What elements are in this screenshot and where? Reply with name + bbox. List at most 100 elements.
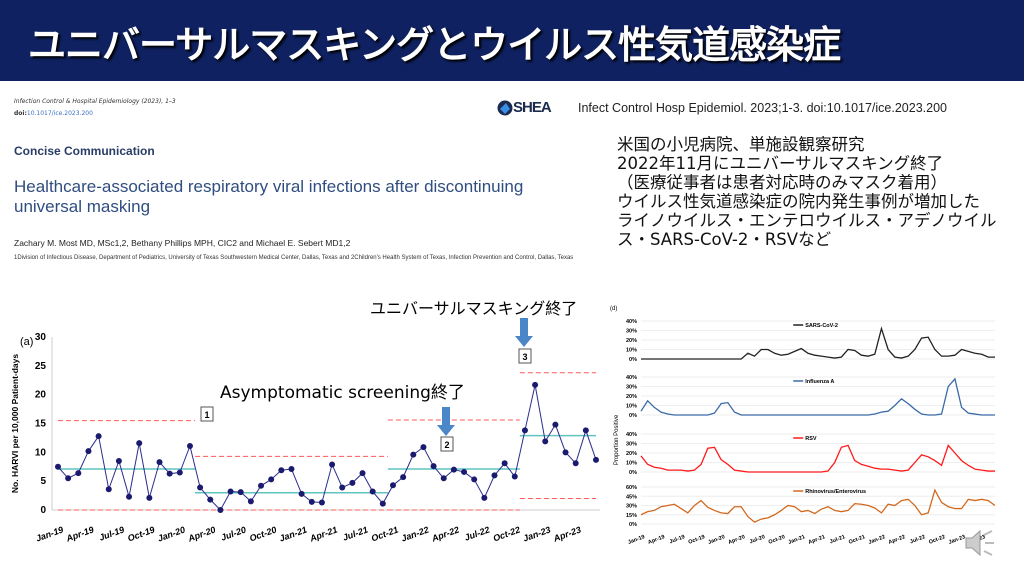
article-title: Healthcare-associated respiratory viral …	[14, 177, 524, 216]
data-point	[176, 469, 183, 476]
down-arrow-icon	[437, 407, 455, 436]
y-tick-label: 15	[35, 419, 47, 430]
y-tick-label: 20%	[626, 338, 637, 344]
x-tick-label: Jan-23	[522, 524, 552, 543]
x-tick-label: Jan-19	[627, 534, 645, 546]
data-point	[471, 476, 478, 483]
data-point	[166, 470, 173, 477]
x-tick-label: Oct-20	[248, 524, 278, 543]
data-point	[339, 484, 346, 491]
viral-positivity-chart: (d) Proportion Positive 0% 10% 20% 30% 40% SARS…	[610, 306, 996, 546]
data-point	[95, 433, 102, 440]
y-tick-label: 10%	[626, 348, 637, 354]
data-point	[197, 484, 204, 491]
phase-marker-box	[518, 348, 532, 364]
x-tick-label: Jul-19	[98, 524, 126, 542]
y-tick-label: 30%	[626, 329, 637, 335]
data-point	[115, 457, 122, 464]
summary-line: ウイルス性気道感染症の院内発生事例が増加した	[617, 192, 980, 211]
down-arrow-icon	[515, 318, 533, 347]
x-tick-label: Jan-21	[278, 524, 308, 543]
y-tick-label: 0%	[629, 357, 637, 363]
data-point	[582, 427, 589, 434]
y-tick-label: 0%	[629, 522, 637, 528]
y-tick-label: 30%	[626, 385, 637, 391]
y-tick-label: 5	[40, 476, 46, 487]
y-tick-label: 30%	[626, 504, 637, 510]
harvi-series-line	[57, 384, 597, 511]
data-point	[420, 444, 427, 451]
y-tick-label: 30	[35, 332, 47, 343]
data-point	[481, 494, 488, 501]
series-line	[640, 444, 995, 473]
data-point	[65, 475, 72, 482]
speaker-icon[interactable]	[962, 525, 998, 561]
data-point	[258, 482, 265, 489]
x-tick-label: Jan-21	[788, 534, 806, 546]
y-tick-label: 10%	[626, 404, 637, 410]
data-point	[237, 489, 244, 496]
data-point	[562, 449, 569, 456]
phase-marker-box	[440, 436, 454, 452]
series-line	[640, 377, 995, 416]
y-tick-label: 0	[40, 505, 46, 516]
data-point	[511, 473, 518, 480]
phase-marker-label: 3	[522, 352, 527, 362]
x-tick-label: Apr-23	[551, 524, 582, 543]
data-point	[552, 421, 559, 428]
x-tick-label: Apr-20	[727, 534, 745, 546]
legend-label: SARS-CoV-2	[805, 323, 838, 329]
x-tick-label: Jan-19	[34, 524, 64, 543]
data-point	[85, 448, 92, 455]
x-tick-label: Jul-21	[829, 534, 846, 545]
x-tick-label: Jan-22	[868, 534, 886, 546]
data-point	[247, 498, 254, 505]
y-axis-label: No. HARVI per 10,000 Patient-days	[10, 354, 20, 493]
x-tick-label: Apr-21	[808, 534, 826, 546]
data-point	[389, 482, 396, 489]
data-point	[146, 494, 153, 501]
data-point	[278, 467, 285, 474]
harvi-chart: (a) 0 5 10 15 20 25 30 No. HARVI per 10,000 Pati…	[10, 318, 600, 544]
y-tick-label: 10	[35, 447, 47, 458]
summary-line: ライノウイルス・エンテロウイルス・アデノウイルス・SARS-CoV-2・RSVな…	[617, 211, 997, 249]
x-tick-label: Jan-22	[400, 524, 430, 543]
x-tick-label: Apr-21	[308, 524, 339, 543]
y-tick-label: 30%	[626, 442, 637, 448]
doi-link[interactable]: 10.1017/ice.2023.200	[26, 110, 93, 117]
data-point	[105, 486, 112, 493]
y-tick-label: 40%	[626, 319, 637, 325]
data-point	[532, 381, 539, 388]
legend-label: Rhinovirus/Enterovirus	[805, 489, 866, 495]
data-point	[207, 496, 214, 503]
data-point	[379, 500, 386, 507]
y-axis-label: Proportion Positive	[614, 414, 620, 465]
data-point	[542, 438, 549, 445]
x-tick-label: Jul-20	[220, 524, 248, 542]
y-tick-label: 10%	[626, 461, 637, 467]
summary-line: （医療従事者は患者対応時のみマスク着用）	[617, 173, 947, 192]
data-point	[329, 461, 336, 468]
x-tick-label: Oct-22	[928, 534, 946, 545]
y-tick-label: 20	[35, 390, 47, 401]
masking-end-label: ユニバーサルマスキング終了	[370, 299, 578, 318]
data-point	[186, 442, 193, 449]
series-line	[641, 326, 995, 360]
y-tick-label: 20%	[626, 451, 637, 457]
data-point	[318, 499, 325, 506]
series-line	[640, 488, 996, 523]
article-type: Concise Communication	[14, 144, 155, 158]
shea-logo: SHEA	[497, 99, 552, 116]
x-tick-label: Jul-19	[669, 534, 686, 545]
doi: doi:10.1017/ice.2023.200	[14, 110, 93, 117]
x-tick-label: Jul-22	[909, 534, 926, 545]
legend-label: RSV	[805, 436, 817, 442]
x-tick-label: Oct-20	[768, 534, 786, 545]
data-point	[349, 479, 356, 486]
x-tick-label: Oct-21	[370, 524, 400, 543]
legend-label: Influenza A	[805, 379, 834, 385]
citation: Infect Control Hosp Epidemiol. 2023;1-3.…	[578, 101, 947, 115]
x-tick-label: Jul-21	[341, 524, 369, 542]
data-point	[450, 466, 457, 473]
x-tick-label: Jul-20	[749, 534, 766, 545]
